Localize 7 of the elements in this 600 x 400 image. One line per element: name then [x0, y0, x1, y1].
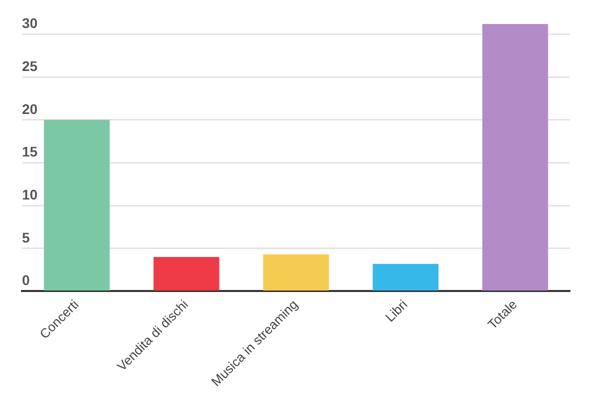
y-tick-label: 0	[22, 272, 30, 288]
y-tick-label: 10	[22, 186, 38, 202]
y-tick-label: 20	[22, 100, 38, 117]
y-tick-label: 15	[22, 144, 38, 160]
y-tick-label: 5	[22, 229, 30, 246]
y-tick-label: 25	[22, 58, 38, 74]
y-tick-label: 30	[22, 15, 38, 32]
